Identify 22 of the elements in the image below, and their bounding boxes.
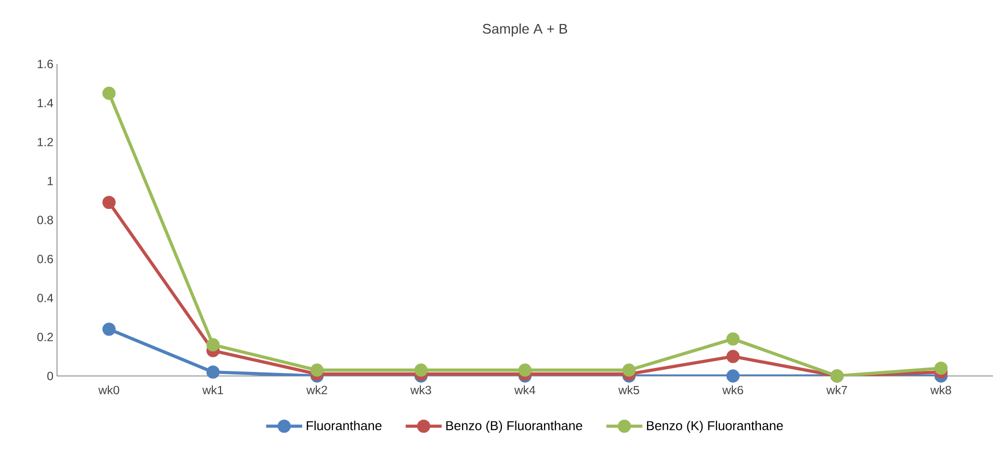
legend-label: Fluoranthane (306, 420, 382, 430)
x-tick-label: wk4 (514, 386, 536, 394)
x-tick-label: wk6 (722, 386, 744, 394)
x-tick-label: wk1 (202, 386, 224, 394)
x-tick-label: wk3 (410, 386, 432, 394)
chart-title: Sample A + B (482, 23, 568, 36)
x-tick-label: wk2 (306, 386, 328, 394)
y-tick-label: 1.4 (38, 98, 54, 108)
y-tick-label: 0.2 (37, 332, 53, 342)
x-tick-label: wk5 (618, 386, 640, 394)
y-tick-label: 0.8 (37, 216, 53, 224)
legend-label: Benzo (B) Fluoranthane (446, 420, 582, 433)
legend-label: Benzo (K) Fluoranthane (647, 420, 783, 433)
y-tick-label: 1.2 (38, 138, 53, 146)
y-tick-label: 1 (48, 176, 53, 186)
y-tick-label: 0.6 (37, 254, 53, 264)
y-tick-label: 1.6 (38, 60, 53, 68)
y-tick-label: 0.4 (37, 294, 54, 302)
y-tick-label: 0 (47, 372, 54, 380)
x-tick-label: wk7 (826, 386, 848, 394)
x-tick-label: wk8 (930, 386, 952, 394)
x-tick-label: wk0 (98, 386, 120, 394)
